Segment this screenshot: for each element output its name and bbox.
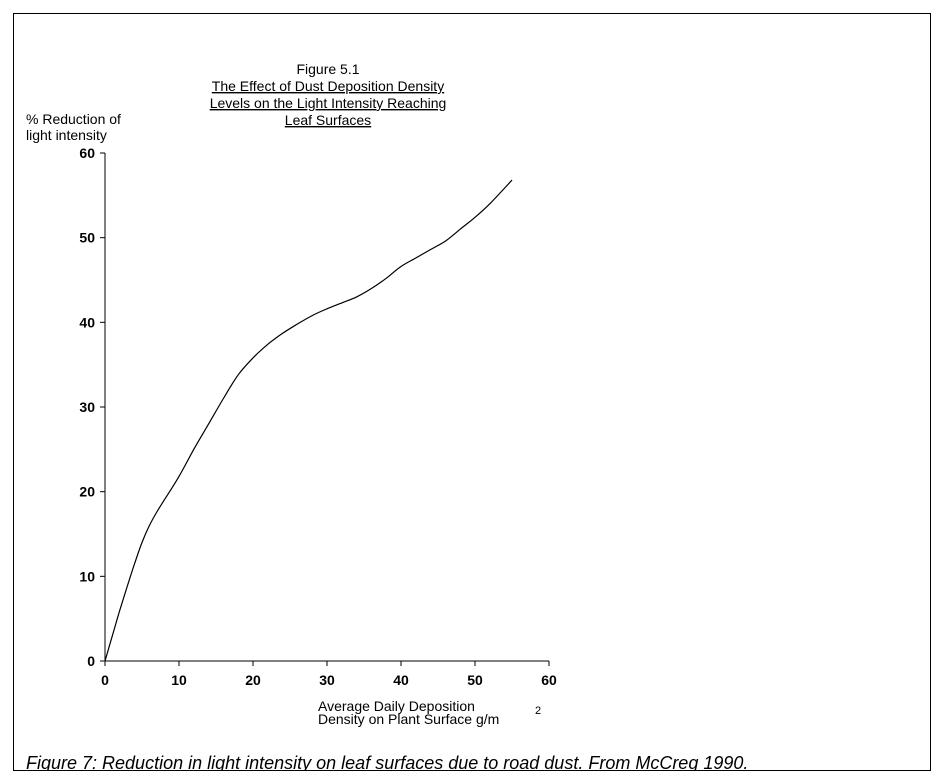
chart-ticks: 0 10 20 30 40 50 60 0 10 20 30 40 50 60 [79, 145, 557, 688]
y-tick-label: 30 [79, 399, 95, 415]
chart-plot-area [104, 179, 513, 662]
y-tick-label: 0 [87, 653, 95, 669]
x-tick-label: 50 [467, 672, 483, 688]
x-tick-label: 20 [245, 672, 261, 688]
y-axis-label-line-2: light intensity [26, 127, 107, 143]
figure-frame: 0 10 20 30 40 50 60 0 10 20 30 40 50 60 Figure 5.1 Th… [13, 13, 931, 771]
y-tick-label: 50 [79, 230, 95, 246]
chart-title-line-1: The Effect of Dust Deposition Density [212, 78, 444, 94]
figure-number: Figure 5.1 [296, 61, 359, 77]
chart-title-line-3: Leaf Surfaces [285, 112, 371, 128]
x-tick-label: 10 [171, 672, 187, 688]
x-axis-label-line-2: Density on Plant Surface g/m [318, 711, 499, 727]
chart-labels: Figure 5.1 The Effect of Dust Deposition… [26, 61, 541, 727]
figure-caption: Figure 7: Reduction in light intensity o… [26, 753, 749, 771]
y-tick-label: 10 [79, 568, 95, 584]
y-tick-label: 20 [79, 484, 95, 500]
x-tick-label: 60 [541, 672, 557, 688]
x-tick-label: 30 [319, 672, 335, 688]
line-chart: 0 10 20 30 40 50 60 0 10 20 30 40 50 60 Figure 5.1 Th… [26, 61, 557, 727]
x-axis-label-line-1: Average Daily Deposition [318, 698, 475, 714]
series-line [104, 179, 513, 662]
x-tick-label: 0 [101, 672, 109, 688]
x-tick-label: 40 [393, 672, 409, 688]
chart-title-line-2: Levels on the Light Intensity Reaching [210, 95, 447, 111]
chart-axes [104, 153, 549, 662]
y-tick-label: 60 [79, 145, 95, 161]
x-axis-label-superscript: 2 [535, 705, 541, 717]
y-tick-label: 40 [79, 314, 95, 330]
y-axis-label-line-1: % Reduction of [26, 111, 121, 127]
